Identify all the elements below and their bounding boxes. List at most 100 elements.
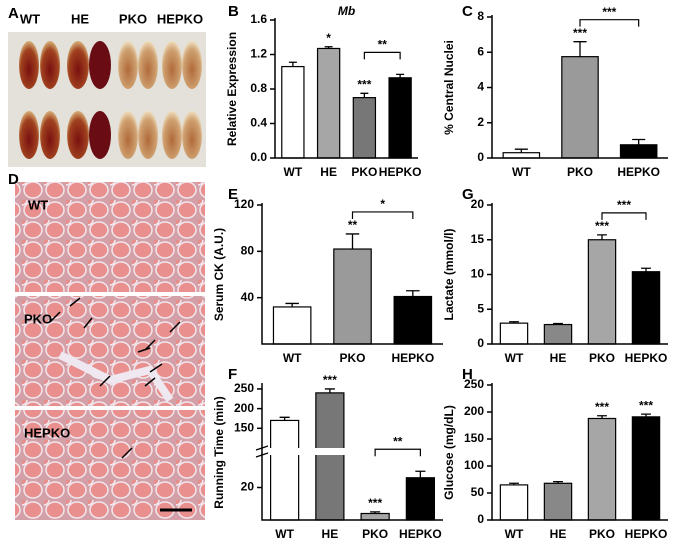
x-tick-label: WT (284, 165, 303, 179)
error-bar (597, 415, 607, 419)
y-tick-label: 4 (477, 80, 484, 94)
bar (333, 248, 372, 345)
error-bar (279, 416, 290, 421)
significance: *** (639, 398, 653, 412)
error-bar (324, 46, 333, 49)
significance: *** (573, 26, 587, 40)
y-tick-label: 8 (477, 9, 484, 23)
x-tick-label: WT (283, 351, 302, 365)
x-tick-label: HE (550, 527, 567, 541)
photo-label: PKO (119, 11, 147, 26)
bar (393, 295, 433, 345)
x-tick-label: HEPKO (625, 351, 668, 365)
error-bar (573, 41, 587, 57)
y-tick-label: 5 (477, 301, 484, 315)
error-bar (345, 233, 360, 250)
bar (405, 477, 436, 521)
error-bar (597, 234, 607, 240)
error-bar (288, 61, 297, 67)
bracket-label: *** (602, 5, 616, 19)
significance: *** (357, 77, 371, 91)
x-tick-label: HEPKO (617, 165, 660, 179)
panel-letter: A (8, 5, 19, 22)
x-tick-label: PKO (567, 165, 593, 179)
y-tick-label: 20 (241, 480, 255, 494)
x-tick-label: PKO (589, 351, 615, 365)
y-tick-label: 150 (234, 420, 254, 434)
panel-letter: G (462, 186, 474, 203)
panel-letter: B (228, 3, 239, 20)
y-axis-label: % Central Nuclei (442, 40, 456, 135)
bar (281, 65, 305, 159)
bar (272, 306, 312, 345)
y-axis-label: Relative Expression (225, 32, 239, 146)
x-tick-label: HE (320, 165, 337, 179)
bracket (363, 51, 401, 60)
photo-label: WT (28, 197, 48, 212)
panel-letter: E (228, 186, 238, 203)
y-tick-label: 0 (477, 336, 484, 350)
x-tick-label: WT (275, 527, 294, 541)
y-tick-label: 50 (471, 485, 485, 499)
y-tick-label: 6 (477, 44, 484, 58)
bar (269, 419, 300, 521)
axes (274, 18, 418, 159)
error-bar (324, 388, 335, 393)
x-tick-label: HEPKO (625, 527, 668, 541)
photo-label: HEPKO (24, 425, 70, 440)
photo-label: HEPKO (157, 11, 203, 26)
y-tick-label: 120 (234, 197, 254, 211)
panel-letter: C (462, 3, 473, 20)
y-tick-label: 250 (234, 381, 254, 395)
y-tick-label: 20 (471, 197, 485, 211)
significance: *** (323, 373, 337, 387)
y-tick-label: 0 (477, 512, 484, 526)
y-tick-label: 100 (464, 458, 484, 472)
axes (491, 383, 668, 521)
bar (631, 271, 661, 345)
axes (491, 203, 668, 345)
bracket-label: *** (617, 198, 631, 212)
y-tick-label: 200 (234, 401, 254, 415)
photo-label: WT (20, 11, 40, 26)
bracket (351, 211, 414, 219)
bracket-label: ** (378, 38, 388, 52)
error-bar (641, 413, 651, 417)
x-tick-label: PKO (589, 527, 615, 541)
x-tick-label: PKO (362, 527, 388, 541)
error-bar (396, 73, 405, 78)
error-bar (360, 92, 369, 98)
error-bar (415, 470, 426, 478)
error-bar (641, 267, 651, 272)
error-bar (285, 302, 299, 307)
x-tick-label: PKO (339, 351, 365, 365)
bar (502, 152, 541, 159)
axis-break (256, 448, 443, 455)
error-bar (370, 511, 381, 514)
error-bar (632, 138, 646, 145)
bar (388, 77, 412, 159)
error-bar (509, 482, 519, 485)
bar (315, 392, 345, 521)
x-tick-label: WT (505, 527, 524, 541)
bar (360, 512, 390, 521)
significance: *** (595, 219, 609, 233)
bar (619, 144, 658, 159)
bar (631, 416, 661, 521)
x-tick-label: PKO (351, 165, 377, 179)
y-axis-label: Running Time (min) (212, 396, 226, 508)
bracket (579, 19, 640, 27)
axes (261, 203, 443, 345)
panel-letter: F (228, 366, 237, 383)
y-tick-label: 200 (464, 404, 484, 418)
bracket (374, 448, 421, 457)
y-tick-label: 15 (471, 232, 485, 246)
histology (15, 182, 205, 520)
x-tick-label: HEPKO (391, 351, 434, 365)
significance: *** (595, 400, 609, 414)
bar (316, 47, 341, 159)
bar (587, 417, 617, 521)
bar (352, 97, 377, 159)
x-tick-label: HEPKO (379, 165, 422, 179)
y-tick-label: 0.0 (250, 150, 267, 164)
